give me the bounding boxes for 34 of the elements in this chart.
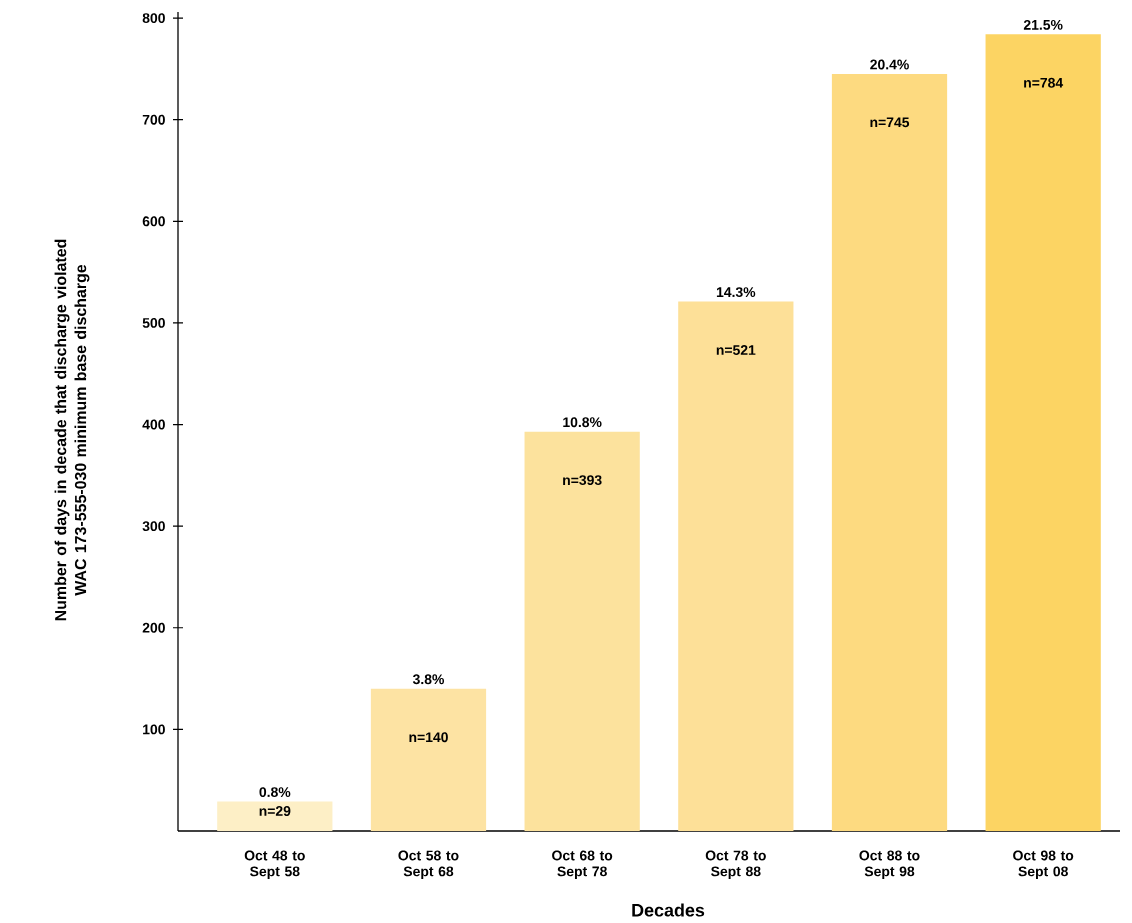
bar	[217, 801, 333, 831]
y-tick-label: 500	[142, 317, 165, 328]
bar	[831, 73, 948, 831]
x-axis-title: Decades	[632, 903, 705, 917]
y-tick-label: 700	[142, 114, 165, 125]
data-label: n=745	[870, 117, 910, 128]
annotation: 3.8%	[412, 674, 445, 685]
x-tick-label: Oct 58 to Sept 68	[398, 850, 459, 880]
bar	[678, 301, 794, 831]
y-tick-label: 100	[143, 724, 165, 735]
annotation: 20.4%	[870, 59, 909, 70]
y-tick-label: 200	[142, 622, 165, 633]
y-tick-label: 300	[142, 521, 165, 532]
y-tick-label: 800	[142, 13, 165, 24]
y-tick-label: 400	[142, 419, 165, 430]
y-axis-title: Number of days in decade that discharge violated WAC 173-555-030 minimum base discharge	[54, 239, 90, 621]
bar	[985, 34, 1101, 831]
x-tick-label: Oct 68 to Sept 78	[552, 850, 613, 880]
x-tick-label: Oct 78 to Sept 88	[705, 850, 766, 880]
annotation: 21.5%	[1023, 19, 1063, 30]
data-label: n=140	[409, 732, 448, 743]
data-label: n=784	[1024, 77, 1064, 88]
data-label: n=393	[563, 475, 602, 486]
x-tick-label: Oct 98 to Sept 08	[1013, 850, 1074, 880]
data-label: n=29	[259, 806, 291, 816]
x-tick-label: Oct 88 to Sept 98	[859, 850, 920, 880]
y-tick-label: 600	[142, 216, 165, 227]
annotation: 0.8%	[259, 787, 291, 798]
bar	[370, 688, 487, 831]
annotation: 10.8%	[563, 417, 602, 428]
bar	[524, 431, 640, 831]
annotation: 14.3%	[716, 287, 756, 298]
x-tick-label: Oct 48 to Sept 58	[244, 850, 305, 880]
data-label: n=521	[716, 345, 756, 355]
